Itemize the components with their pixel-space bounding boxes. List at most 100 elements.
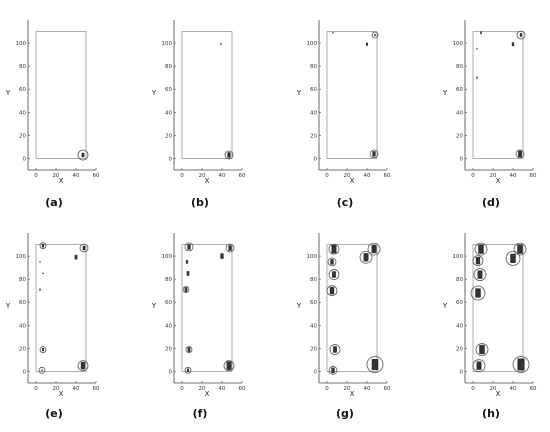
y-tick-label: 60 xyxy=(310,87,317,93)
panel-caption: (d) xyxy=(482,196,500,209)
y-tick-label: 0 xyxy=(23,369,27,375)
y-tick-label: 20 xyxy=(456,133,463,139)
x-tick-label: 20 xyxy=(344,173,351,179)
y-tick-label: 60 xyxy=(456,87,463,93)
cluster-blob xyxy=(510,253,516,263)
boundary-rect xyxy=(326,244,378,372)
y-tick-label: 20 xyxy=(19,346,26,352)
cluster-blob xyxy=(331,367,335,374)
cluster-circle xyxy=(474,242,488,256)
cluster-blob xyxy=(227,152,231,158)
x-axis-label: X xyxy=(350,177,355,185)
cluster-blob xyxy=(228,245,232,251)
y-tick-label: 100 xyxy=(162,254,173,260)
y-axis-label: Y xyxy=(442,302,448,310)
cluster-blob xyxy=(39,261,41,263)
cluster-blob xyxy=(475,257,481,265)
panel-caption: (b) xyxy=(191,196,209,209)
x-tick-label: 60 xyxy=(530,386,537,392)
cluster-blob xyxy=(39,288,41,291)
x-axis-label: X xyxy=(496,177,501,185)
x-tick-label: 40 xyxy=(510,386,517,392)
cluster-circle xyxy=(513,242,527,256)
cluster-blob xyxy=(331,245,337,254)
y-tick-label: 60 xyxy=(19,87,26,93)
cluster-circle xyxy=(328,243,340,255)
x-tick-label: 40 xyxy=(219,173,226,179)
x-tick-label: 40 xyxy=(219,386,226,392)
cluster-blob xyxy=(478,244,484,254)
y-tick-label: 80 xyxy=(19,277,26,283)
cluster-circle xyxy=(472,359,486,373)
y-axis-label: Y xyxy=(5,89,11,97)
y-tick-label: 0 xyxy=(169,369,173,375)
cluster-blob xyxy=(477,270,483,279)
x-tick-label: 40 xyxy=(364,173,371,179)
x-tick-label: 40 xyxy=(510,173,517,179)
cluster-blob xyxy=(82,245,86,251)
cluster-blob xyxy=(511,42,515,47)
cluster-blob xyxy=(517,358,525,371)
x-axis-label: X xyxy=(205,177,210,185)
cluster-blob xyxy=(220,43,222,46)
y-tick-label: 20 xyxy=(165,346,172,352)
cluster-blob xyxy=(226,361,232,370)
cluster-circle xyxy=(326,285,338,297)
cluster-circle xyxy=(185,346,193,353)
x-tick-label: 0 xyxy=(471,386,475,392)
x-tick-label: 60 xyxy=(384,386,391,392)
y-tick-label: 60 xyxy=(19,300,26,306)
y-tick-label: 60 xyxy=(456,300,463,306)
cluster-blob xyxy=(42,347,44,352)
cluster-circle xyxy=(327,257,337,267)
boundary-rect xyxy=(472,31,524,159)
cluster-circle xyxy=(512,356,530,373)
cluster-blob xyxy=(185,260,189,264)
y-tick-label: 20 xyxy=(310,346,317,352)
y-axis-label: Y xyxy=(5,302,11,310)
panel-a: 0 20 40 60 0 20 40 60 80 100 X Y (a) xyxy=(5,20,100,209)
cluster-circle xyxy=(369,149,379,159)
cluster-circle xyxy=(38,366,46,374)
y-tick-label: 80 xyxy=(310,277,317,283)
panel-caption: (e) xyxy=(45,407,63,420)
x-tick-label: 20 xyxy=(490,173,497,179)
panel-caption: (a) xyxy=(45,196,62,209)
x-tick-label: 0 xyxy=(180,173,184,179)
boundary-rect xyxy=(35,31,87,159)
cluster-circle xyxy=(182,286,190,293)
panel-caption: (h) xyxy=(482,407,500,420)
boundary-rect xyxy=(181,31,233,159)
cluster-blob xyxy=(184,287,188,292)
y-axis-label: Y xyxy=(296,89,302,97)
y-tick-label: 20 xyxy=(310,133,317,139)
y-tick-label: 0 xyxy=(460,369,464,375)
cluster-blob xyxy=(363,253,369,262)
y-tick-label: 80 xyxy=(165,64,172,70)
cluster-circle xyxy=(359,250,373,264)
cluster-blob xyxy=(81,152,85,158)
cluster-blob xyxy=(479,344,485,355)
x-tick-label: 60 xyxy=(239,173,246,179)
y-tick-label: 0 xyxy=(314,156,318,162)
panel-caption: (g) xyxy=(336,407,354,420)
cluster-circle xyxy=(184,366,192,374)
x-axis-label: X xyxy=(496,390,501,398)
y-tick-label: 100 xyxy=(453,41,464,47)
y-tick-label: 0 xyxy=(314,369,318,375)
y-tick-label: 100 xyxy=(162,41,173,47)
cluster-blob xyxy=(41,369,43,372)
y-tick-label: 40 xyxy=(165,323,172,329)
y-tick-label: 20 xyxy=(456,346,463,352)
cluster-blob xyxy=(80,362,86,370)
panel-g: 0 20 40 60 0 20 40 60 80 100 X Y (g) xyxy=(296,233,391,420)
cluster-blob xyxy=(366,42,368,46)
cluster-blob xyxy=(186,271,190,276)
panel-caption: (f) xyxy=(193,407,208,420)
cluster-circle xyxy=(329,344,341,355)
cluster-circle xyxy=(224,150,234,160)
cluster-circle xyxy=(366,356,384,373)
cluster-circle xyxy=(328,269,340,280)
panel-c: 0 20 40 60 0 20 40 60 80 100 X Y (c) xyxy=(296,20,391,209)
cluster-circle xyxy=(77,149,89,161)
